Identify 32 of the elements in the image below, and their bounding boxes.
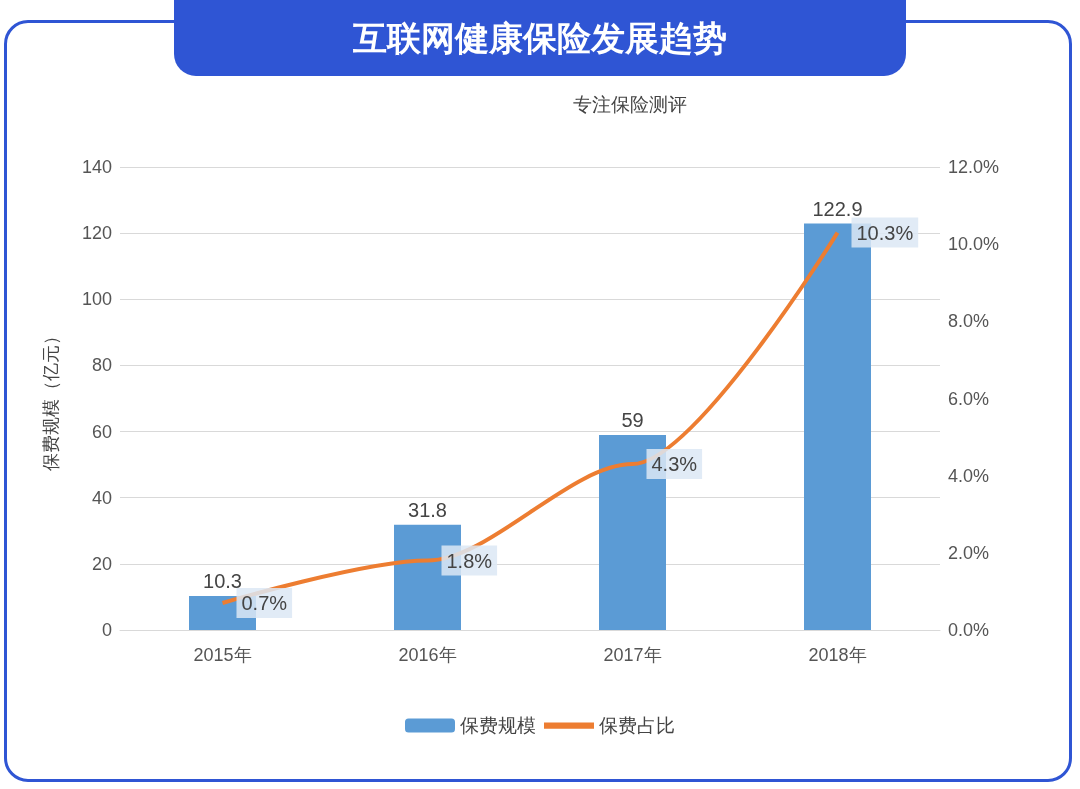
- legend-label: 保费占比: [599, 715, 675, 736]
- y-tick-label: 40: [91, 487, 112, 508]
- y2-tick-label: 10.0%: [948, 234, 1000, 255]
- chart-subtitle: 专注保险测评: [572, 92, 688, 117]
- y2-tick-label: 2.0%: [948, 542, 990, 563]
- data-label: 1.8%: [446, 549, 493, 572]
- data-label: 0.7%: [241, 591, 288, 614]
- data-label: 59: [621, 408, 644, 431]
- x-tick-label: 2015年: [193, 645, 252, 665]
- y-axis-title: 保费规模（亿元）: [41, 326, 61, 471]
- y2-tick-label: 8.0%: [948, 311, 990, 332]
- y-tick-label: 120: [81, 223, 112, 244]
- data-label: 31.8: [408, 498, 447, 521]
- y2-tick-label: 4.0%: [948, 465, 990, 486]
- y-tick-label: 80: [91, 355, 112, 376]
- legend-label: 保费规模: [460, 715, 536, 736]
- x-tick-label: 2016年: [398, 645, 457, 665]
- y-tick-label: 60: [91, 421, 112, 442]
- chart-title: 互联网健康保险发展趋势: [174, 0, 906, 76]
- y-tick-label: 140: [81, 157, 112, 177]
- data-label: 10.3: [203, 569, 242, 592]
- y2-tick-label: 6.0%: [948, 388, 990, 409]
- x-tick-label: 2017年: [603, 645, 662, 665]
- y2-tick-label: 0.0%: [948, 620, 990, 640]
- data-label: 10.3%: [856, 221, 914, 244]
- y-tick-label: 0: [101, 620, 112, 640]
- y-tick-label: 100: [81, 289, 112, 310]
- data-label: 122.9: [812, 197, 863, 220]
- data-label: 4.3%: [651, 453, 698, 476]
- y2-tick-label: 12.0%: [948, 157, 1000, 177]
- y-tick-label: 20: [91, 553, 112, 574]
- x-tick-label: 2018年: [808, 645, 867, 665]
